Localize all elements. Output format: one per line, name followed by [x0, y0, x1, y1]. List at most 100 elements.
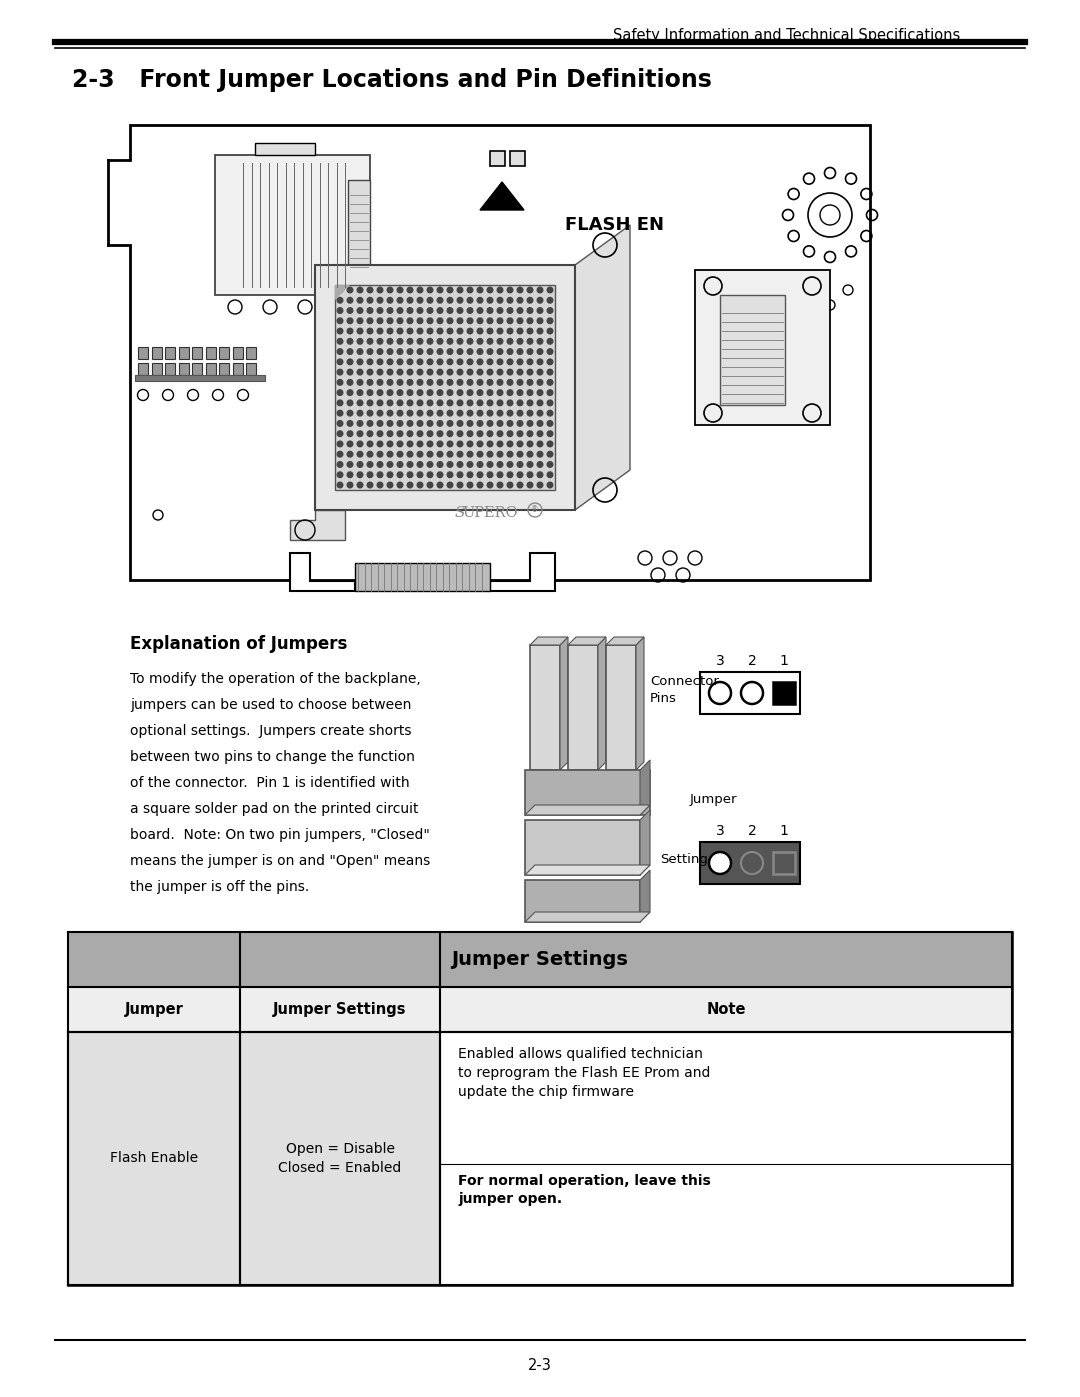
- Circle shape: [537, 441, 543, 447]
- Circle shape: [497, 319, 503, 324]
- Bar: [232, 346, 243, 359]
- Circle shape: [397, 298, 403, 303]
- Circle shape: [417, 400, 422, 405]
- Bar: [720, 295, 785, 405]
- Circle shape: [517, 338, 523, 344]
- Circle shape: [388, 400, 393, 405]
- Bar: [232, 363, 243, 374]
- Circle shape: [447, 319, 453, 324]
- Circle shape: [468, 349, 473, 355]
- Circle shape: [447, 298, 453, 303]
- Circle shape: [397, 441, 403, 447]
- Circle shape: [347, 482, 353, 488]
- Text: a square solder pad on the printed circuit: a square solder pad on the printed circu…: [130, 802, 419, 816]
- Circle shape: [477, 328, 483, 334]
- Circle shape: [527, 319, 532, 324]
- Circle shape: [347, 420, 353, 426]
- Circle shape: [457, 288, 463, 293]
- Circle shape: [487, 307, 492, 313]
- Circle shape: [457, 430, 463, 436]
- Circle shape: [527, 349, 532, 355]
- Circle shape: [447, 420, 453, 426]
- Circle shape: [407, 461, 413, 467]
- Text: 3: 3: [716, 654, 725, 668]
- Circle shape: [337, 430, 342, 436]
- Bar: [355, 563, 490, 591]
- Text: 2: 2: [747, 824, 756, 838]
- Circle shape: [377, 451, 382, 457]
- Circle shape: [357, 298, 363, 303]
- Circle shape: [508, 411, 513, 416]
- Bar: [192, 363, 202, 374]
- Bar: [165, 363, 175, 374]
- Circle shape: [548, 338, 553, 344]
- Circle shape: [468, 451, 473, 457]
- Circle shape: [417, 288, 422, 293]
- Polygon shape: [291, 510, 345, 541]
- Circle shape: [407, 319, 413, 324]
- Bar: [773, 682, 795, 704]
- Polygon shape: [636, 637, 644, 770]
- Bar: [130, 124, 870, 580]
- Circle shape: [508, 369, 513, 374]
- Text: Flash Enable: Flash Enable: [110, 1151, 198, 1165]
- Circle shape: [457, 359, 463, 365]
- Circle shape: [508, 451, 513, 457]
- Circle shape: [497, 298, 503, 303]
- Circle shape: [437, 400, 443, 405]
- Circle shape: [337, 307, 342, 313]
- Circle shape: [487, 430, 492, 436]
- Circle shape: [447, 461, 453, 467]
- Bar: [348, 180, 370, 270]
- Text: of the connector.  Pin 1 is identified with: of the connector. Pin 1 is identified wi…: [130, 775, 409, 789]
- Circle shape: [388, 288, 393, 293]
- Circle shape: [347, 430, 353, 436]
- Circle shape: [527, 461, 532, 467]
- Circle shape: [527, 482, 532, 488]
- Circle shape: [367, 328, 373, 334]
- Circle shape: [377, 461, 382, 467]
- Circle shape: [517, 369, 523, 374]
- Circle shape: [548, 380, 553, 386]
- Circle shape: [428, 482, 433, 488]
- Bar: [68, 988, 1012, 1032]
- Circle shape: [477, 482, 483, 488]
- Circle shape: [347, 359, 353, 365]
- Circle shape: [337, 400, 342, 405]
- Circle shape: [417, 441, 422, 447]
- Circle shape: [377, 369, 382, 374]
- Bar: [525, 880, 640, 922]
- Circle shape: [477, 369, 483, 374]
- Circle shape: [428, 288, 433, 293]
- Circle shape: [527, 298, 532, 303]
- Circle shape: [548, 319, 553, 324]
- Circle shape: [357, 461, 363, 467]
- Circle shape: [457, 380, 463, 386]
- Circle shape: [437, 319, 443, 324]
- Circle shape: [517, 451, 523, 457]
- Text: board.  Note: On two pin jumpers, "Closed": board. Note: On two pin jumpers, "Closed…: [130, 828, 430, 842]
- Circle shape: [508, 472, 513, 478]
- Circle shape: [337, 451, 342, 457]
- Circle shape: [548, 288, 553, 293]
- Circle shape: [457, 420, 463, 426]
- Circle shape: [487, 400, 492, 405]
- Circle shape: [407, 472, 413, 478]
- Circle shape: [468, 338, 473, 344]
- Circle shape: [428, 472, 433, 478]
- Text: 2: 2: [747, 654, 756, 668]
- Text: S: S: [455, 506, 465, 520]
- Circle shape: [388, 338, 393, 344]
- Circle shape: [517, 482, 523, 488]
- Circle shape: [388, 482, 393, 488]
- Circle shape: [417, 451, 422, 457]
- Circle shape: [337, 411, 342, 416]
- Circle shape: [417, 420, 422, 426]
- Circle shape: [347, 451, 353, 457]
- Circle shape: [337, 461, 342, 467]
- Polygon shape: [598, 637, 606, 770]
- Circle shape: [388, 461, 393, 467]
- Text: 2-3   Front Jumper Locations and Pin Definitions: 2-3 Front Jumper Locations and Pin Defin…: [72, 68, 712, 92]
- Circle shape: [487, 369, 492, 374]
- Circle shape: [347, 307, 353, 313]
